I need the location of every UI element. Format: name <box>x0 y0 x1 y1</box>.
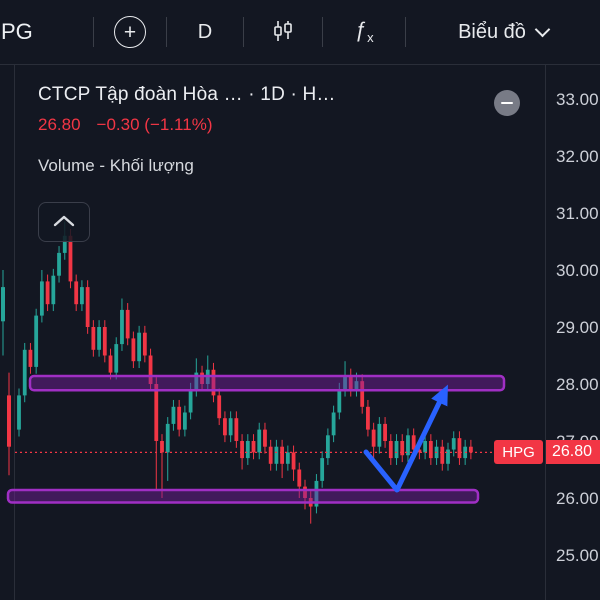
fx-icon: ƒx <box>354 18 374 46</box>
indicators-button[interactable]: ƒx <box>323 19 405 45</box>
chart-menu-label: Biểu đồ <box>458 20 526 43</box>
chevron-down-icon <box>534 21 551 37</box>
symbol-button[interactable]: PG <box>1 19 33 44</box>
support-zone[interactable] <box>6 488 480 504</box>
candlestick-icon <box>270 18 296 47</box>
price-axis-label: 32.00 <box>556 147 599 166</box>
chevron-up-icon <box>52 214 76 231</box>
plus-circle-icon: + <box>114 16 146 48</box>
price-axis-label: 33.00 <box>556 90 599 109</box>
price-axis-label: 30.00 <box>556 261 599 280</box>
toolbar-divider <box>322 17 323 47</box>
legend-collapse-button[interactable] <box>494 90 520 116</box>
add-symbol-button[interactable]: + <box>94 16 166 48</box>
interval-button[interactable]: D <box>167 21 243 44</box>
pane-collapse-button[interactable] <box>38 202 90 242</box>
price-axis-label: 26.00 <box>556 489 599 508</box>
top-toolbar: PG + D ƒx Biểu đồ <box>0 0 600 65</box>
volume-legend[interactable]: Volume - Khối lượng <box>38 156 194 175</box>
resistance-zone[interactable] <box>28 374 506 392</box>
minus-icon <box>501 101 513 105</box>
price-axis-label: 31.00 <box>556 204 599 223</box>
price-axis-label: 28.00 <box>556 375 599 394</box>
candles-group <box>1 221 473 524</box>
symbol-title[interactable]: CTCP Tập đoàn Hòa … · 1D · H… <box>38 84 336 105</box>
price-axis[interactable] <box>546 64 600 600</box>
chart-menu-button[interactable]: Biểu đồ <box>406 21 600 44</box>
price-axis-label: 29.00 <box>556 318 599 337</box>
trend-arrow[interactable] <box>363 384 448 493</box>
price-axis-label: 25.00 <box>556 546 599 565</box>
chart-type-button[interactable] <box>244 18 322 47</box>
chart-pane[interactable] <box>15 64 545 600</box>
toolbar-divider <box>243 17 244 47</box>
toolbar-divider <box>405 17 406 47</box>
toolbar-divider <box>166 17 167 47</box>
toolbar-divider <box>93 17 94 47</box>
